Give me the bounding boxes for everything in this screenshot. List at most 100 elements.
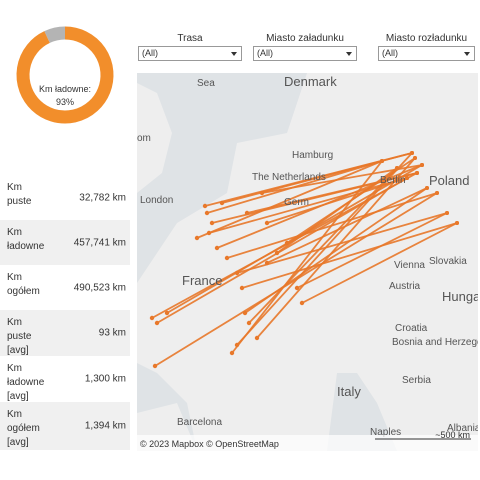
route-end [204, 210, 210, 216]
row-value: 93 km [98, 327, 126, 339]
row-label: Km ładowne [7, 227, 45, 252]
map-label: Albania [447, 423, 478, 434]
map-label: Germ [284, 197, 309, 208]
map-label: Vienna [394, 260, 425, 271]
route-end [264, 260, 270, 266]
route-start [455, 221, 459, 225]
route-end [164, 310, 170, 316]
map-label: Naples [370, 427, 401, 438]
map-label: Croatia [395, 323, 428, 334]
route-end [294, 285, 300, 291]
filter-dropdown[interactable]: (All) [138, 46, 242, 61]
scale-label: ~500 km [435, 430, 470, 440]
land [137, 83, 172, 193]
filter-dropdown[interactable]: (All) [253, 46, 357, 61]
route [241, 222, 458, 289]
row-value: 457,741 km [73, 237, 126, 248]
map-label: Serbia [402, 375, 431, 386]
route-end [219, 200, 225, 206]
table-row: Km ogółem 490,523 km [0, 265, 130, 310]
route-end [284, 240, 290, 246]
route-start [413, 156, 417, 160]
map-label: Sea [197, 78, 215, 89]
row-label: Km ładowne [avg] [7, 363, 45, 402]
filter: Miasto rozładunku (All) [378, 33, 475, 61]
route-end [149, 315, 155, 321]
route [208, 177, 408, 234]
routes [149, 151, 459, 369]
route [261, 164, 423, 194]
route [154, 192, 438, 367]
route-end [299, 300, 305, 306]
route [266, 177, 408, 224]
map-label: Barcelona [177, 417, 222, 428]
route [266, 187, 428, 264]
donut-chart: Km ładowne: 93% [16, 26, 114, 124]
route-start [410, 151, 414, 155]
map-label: om [137, 133, 151, 144]
route-end [229, 350, 235, 356]
map-label: Denmark [284, 74, 337, 89]
route-end [209, 220, 215, 226]
route-end [264, 220, 270, 226]
filter-label: Miasto rozładunku [385, 33, 468, 44]
map-label: Bosnia and Herzegovina [392, 337, 478, 348]
table-row: Km puste 32,782 km [0, 175, 130, 220]
route-end [224, 255, 230, 261]
route-end [239, 285, 245, 291]
row-label: Km ogółem [7, 272, 40, 297]
row-label: Km ogółem [avg] [7, 409, 40, 448]
route-end [274, 250, 280, 256]
route-end [214, 245, 220, 251]
route [246, 172, 418, 214]
route-start [415, 171, 419, 175]
donut-label: Km ładowne: [39, 84, 91, 94]
route [196, 160, 383, 239]
donut-segment [16, 26, 114, 124]
map-label: Poland [429, 173, 469, 188]
route-end [234, 342, 240, 348]
attribution: © 2023 Mapbox © OpenStreetMap [140, 439, 279, 449]
map-label: Slovakia [429, 256, 467, 267]
route-end [152, 363, 158, 369]
table-row: Km ładowne [avg] 1,300 km [0, 356, 130, 402]
route-end [259, 190, 265, 196]
table-row: Km ogółem [avg] 1,394 km [0, 402, 130, 450]
map-label: Italy [337, 384, 361, 399]
route-start [420, 163, 424, 167]
map-label: The Netherlands [252, 172, 326, 183]
table-row: Km puste [avg] 93 km [0, 310, 130, 356]
map-label: France [182, 273, 222, 288]
route-end [244, 210, 250, 216]
route [296, 212, 448, 289]
filter-dropdown[interactable]: (All) [378, 46, 475, 61]
donut-value-label: 93% [56, 97, 74, 107]
route-end [246, 320, 252, 326]
route-start [435, 191, 439, 195]
row-value: 1,300 km [84, 373, 126, 385]
map-label: Hamburg [292, 150, 333, 161]
row-value: 32,782 km [79, 192, 126, 203]
map: Sea Denmark Hamburg The Netherlands Berlin Po… [137, 73, 478, 451]
row-label: Km puste [avg] [7, 317, 32, 356]
route-start [405, 176, 409, 180]
filter-label: Miasto załadunku [266, 33, 344, 44]
route-start [445, 211, 449, 215]
map-label: Hungary [442, 289, 478, 304]
route-end [194, 235, 200, 241]
map-label: Berlin [380, 175, 406, 186]
row-value: 490,523 km [73, 282, 126, 293]
filter: Miasto załadunku (All) [253, 33, 357, 61]
row-value: 1,394 km [84, 420, 126, 432]
route-end [254, 335, 260, 341]
route [221, 152, 413, 204]
route [231, 160, 383, 354]
route [236, 212, 448, 274]
row-label: Km puste [7, 182, 32, 207]
filter-label: Trasa [177, 33, 203, 44]
route-start [425, 186, 429, 190]
map-label: Austria [389, 281, 421, 292]
map-label: London [140, 195, 173, 206]
route [301, 222, 458, 304]
